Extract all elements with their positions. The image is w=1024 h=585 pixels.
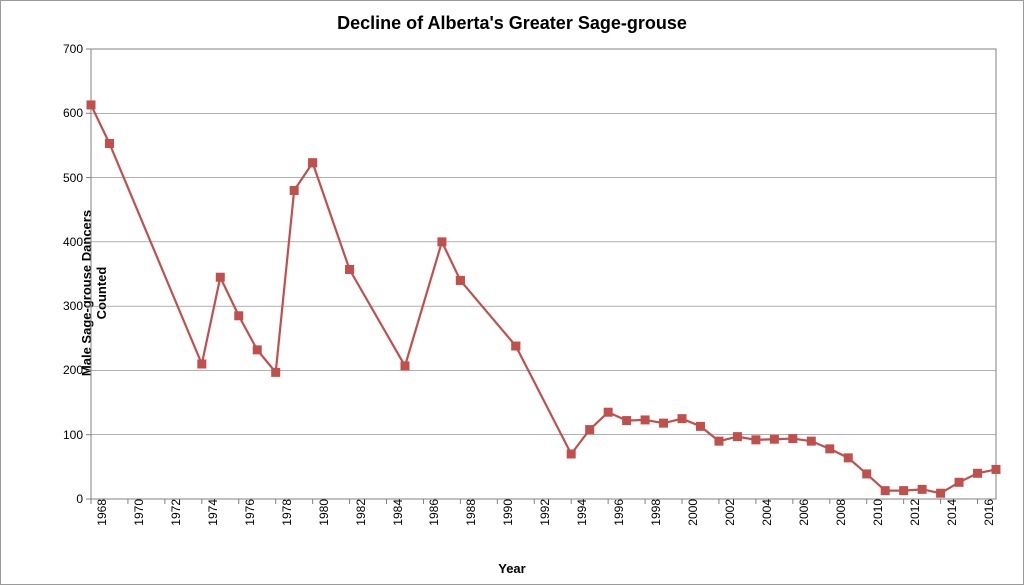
x-tick-label: 1970 bbox=[128, 499, 146, 526]
x-tick-label: 1996 bbox=[608, 499, 626, 526]
data-marker bbox=[678, 415, 686, 423]
x-tick-label: 1986 bbox=[423, 499, 441, 526]
data-marker bbox=[807, 437, 815, 445]
data-marker bbox=[660, 419, 668, 427]
data-line bbox=[91, 105, 109, 144]
data-marker bbox=[401, 362, 409, 370]
y-tick-label: 200 bbox=[63, 363, 91, 377]
data-marker bbox=[863, 470, 871, 478]
x-tick-label: 2016 bbox=[978, 499, 996, 526]
data-marker bbox=[641, 416, 649, 424]
x-tick-label: 1994 bbox=[571, 499, 589, 526]
data-marker bbox=[105, 140, 113, 148]
data-marker bbox=[216, 273, 224, 281]
x-tick-label: 2012 bbox=[904, 499, 922, 526]
x-tick-label: 1972 bbox=[165, 499, 183, 526]
x-tick-label: 2000 bbox=[682, 499, 700, 526]
chart-svg bbox=[91, 49, 996, 499]
y-tick-label: 100 bbox=[63, 428, 91, 442]
data-marker bbox=[567, 450, 575, 458]
data-marker bbox=[253, 346, 261, 354]
x-tick-label: 1980 bbox=[313, 499, 331, 526]
data-marker bbox=[309, 159, 317, 167]
data-line bbox=[516, 346, 996, 493]
data-marker bbox=[715, 437, 723, 445]
y-tick-label: 700 bbox=[63, 42, 91, 56]
x-tick-label: 1988 bbox=[460, 499, 478, 526]
x-tick-label: 2014 bbox=[941, 499, 959, 526]
x-tick-label: 2008 bbox=[830, 499, 848, 526]
x-tick-label: 1974 bbox=[202, 499, 220, 526]
x-tick-label: 1976 bbox=[239, 499, 257, 526]
x-tick-label: 1992 bbox=[534, 499, 552, 526]
data-line bbox=[350, 242, 461, 366]
x-axis-label: Year bbox=[1, 561, 1023, 576]
data-marker bbox=[696, 422, 704, 430]
y-tick-label: 0 bbox=[76, 492, 91, 506]
y-tick-label: 500 bbox=[63, 171, 91, 185]
data-marker bbox=[992, 465, 1000, 473]
data-marker bbox=[918, 485, 926, 493]
data-marker bbox=[881, 487, 889, 495]
y-tick-label: 600 bbox=[63, 106, 91, 120]
x-tick-label: 2010 bbox=[867, 499, 885, 526]
x-tick-label: 2002 bbox=[719, 499, 737, 526]
data-marker bbox=[198, 360, 206, 368]
chart-title: Decline of Alberta's Greater Sage-grouse bbox=[1, 13, 1023, 34]
data-marker bbox=[586, 426, 594, 434]
data-marker bbox=[955, 478, 963, 486]
data-marker bbox=[770, 435, 778, 443]
x-tick-label: 2006 bbox=[793, 499, 811, 526]
y-tick-label: 400 bbox=[63, 235, 91, 249]
data-marker bbox=[900, 487, 908, 495]
x-tick-label: 1990 bbox=[497, 499, 515, 526]
x-tick-label: 1978 bbox=[276, 499, 294, 526]
data-marker bbox=[290, 186, 298, 194]
data-marker bbox=[623, 417, 631, 425]
data-marker bbox=[604, 408, 612, 416]
data-marker bbox=[346, 266, 354, 274]
x-tick-label: 1982 bbox=[350, 499, 368, 526]
data-marker bbox=[937, 489, 945, 497]
data-marker bbox=[733, 433, 741, 441]
data-line bbox=[313, 163, 350, 270]
data-marker bbox=[826, 445, 834, 453]
data-marker bbox=[512, 342, 520, 350]
data-marker bbox=[844, 454, 852, 462]
data-marker bbox=[789, 435, 797, 443]
data-line bbox=[460, 280, 515, 346]
x-tick-label: 1984 bbox=[387, 499, 405, 526]
x-tick-label: 1968 bbox=[91, 499, 109, 526]
data-marker bbox=[456, 276, 464, 284]
plot-area: 0100200300400500600700196819701972197419… bbox=[91, 49, 996, 499]
data-marker bbox=[235, 312, 243, 320]
data-marker bbox=[272, 368, 280, 376]
x-tick-label: 2004 bbox=[756, 499, 774, 526]
x-tick-label: 1998 bbox=[645, 499, 663, 526]
plot-border bbox=[91, 49, 996, 499]
data-marker bbox=[438, 238, 446, 246]
chart-container: Decline of Alberta's Greater Sage-grouse… bbox=[0, 0, 1024, 585]
data-marker bbox=[974, 469, 982, 477]
y-tick-label: 300 bbox=[63, 299, 91, 313]
data-marker bbox=[752, 436, 760, 444]
